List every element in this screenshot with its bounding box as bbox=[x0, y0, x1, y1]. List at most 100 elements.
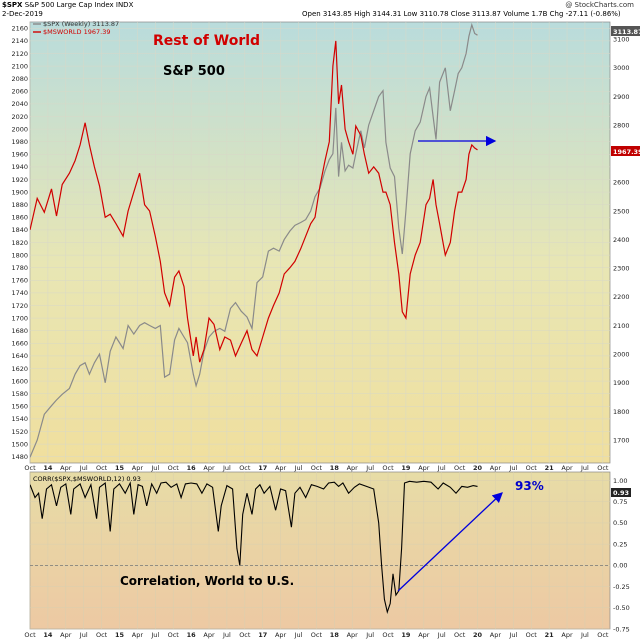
x-tick-label: Apr bbox=[561, 631, 573, 639]
x-tick-label: 17 bbox=[258, 631, 267, 639]
x-tick-label: Apr bbox=[132, 631, 144, 639]
x-tick-label: Jul bbox=[437, 464, 446, 472]
tick-label-corr: 0.25 bbox=[613, 540, 627, 548]
tick-label-msworld: 1480 bbox=[11, 453, 28, 461]
tick-label-spx: 2900 bbox=[613, 93, 630, 101]
x-tick-label: Apr bbox=[275, 464, 287, 472]
tick-label-msworld: 1640 bbox=[11, 352, 28, 360]
tick-label-msworld: 2020 bbox=[11, 113, 28, 121]
msworld-axis-ticks: 1480 1500 1520 1540 1560 1580 1600 1620 1640 1660… bbox=[11, 25, 28, 461]
tick-label-corr: 0.50 bbox=[613, 519, 627, 527]
header-date: 2-Dec-2019 bbox=[2, 10, 43, 18]
tick-label-msworld: 1540 bbox=[11, 415, 28, 423]
svg-text:0.93: 0.93 bbox=[613, 489, 629, 497]
tick-label-msworld: 2120 bbox=[11, 50, 28, 58]
svg-text:1967.39: 1967.39 bbox=[613, 148, 640, 156]
x-tick-label: Oct bbox=[382, 464, 394, 472]
x-tick-label: Oct bbox=[239, 464, 251, 472]
header-symbol-line: $SPX S&P 500 Large Cap Index INDX bbox=[2, 1, 133, 9]
legend-spx: $SPX (Weekly) 3113.87 bbox=[43, 20, 119, 28]
tick-label-spx: 2500 bbox=[613, 207, 630, 215]
corr-gridlines bbox=[29, 472, 610, 630]
legend-corr: CORR($SPX,$MSWORLD,12) 0.93 bbox=[33, 475, 141, 483]
x-tick-label: Jul bbox=[508, 464, 517, 472]
tick-label-msworld: 2080 bbox=[11, 75, 28, 83]
tick-label-spx: 3100 bbox=[613, 35, 630, 43]
tick-label-msworld: 1620 bbox=[11, 365, 28, 373]
x-tick-label: Apr bbox=[203, 464, 215, 472]
x-tick-label: Apr bbox=[418, 464, 430, 472]
x-tick-label: Oct bbox=[454, 631, 466, 639]
annotation-sp500: S&P 500 bbox=[163, 64, 225, 79]
annotation-93-percent: 93% bbox=[515, 479, 544, 493]
tick-label-spx: 3000 bbox=[613, 64, 630, 72]
tick-label-msworld: 1700 bbox=[11, 314, 28, 322]
tick-label-msworld: 1760 bbox=[11, 277, 28, 285]
x-tick-label: 18 bbox=[330, 464, 340, 472]
annotation-correlation: Correlation, World to U.S. bbox=[120, 574, 294, 588]
tick-label-msworld: 1660 bbox=[11, 340, 28, 348]
spx-series-line bbox=[30, 22, 478, 458]
last-value-tag-corr: 0.93 bbox=[611, 488, 631, 497]
tick-label-msworld: 1600 bbox=[11, 377, 28, 385]
tick-label-msworld: 1560 bbox=[11, 403, 28, 411]
x-tick-label: Oct bbox=[526, 464, 538, 472]
tick-label-msworld: 1800 bbox=[11, 251, 28, 259]
tick-label-corr: -0.25 bbox=[613, 583, 630, 591]
x-tick-label: Oct bbox=[24, 631, 36, 639]
x-tick-label: Oct bbox=[96, 464, 108, 472]
spx-axis-ticks: 1700 1800 1900 2000 2100 2200 2300 2400 2500 2600… bbox=[613, 35, 630, 444]
x-tick-label: Jul bbox=[508, 631, 517, 639]
x-tick-label: 15 bbox=[115, 631, 125, 639]
x-tick-label: Jul bbox=[294, 464, 303, 472]
header-ohlc: Open 3143.85 High 3144.31 Low 3110.78 Cl… bbox=[302, 10, 621, 18]
stockcharts-watermark: @ StockCharts.com bbox=[565, 1, 634, 9]
tick-label-spx: 2400 bbox=[613, 236, 630, 244]
tick-label-msworld: 2140 bbox=[11, 37, 28, 45]
x-tick-label: Jul bbox=[580, 464, 589, 472]
x-tick-label: Apr bbox=[418, 631, 430, 639]
symbol: $SPX bbox=[2, 1, 23, 9]
x-tick-label: Apr bbox=[60, 631, 72, 639]
x-tick-label: Oct bbox=[311, 631, 323, 639]
x-tick-label: 14 bbox=[43, 631, 53, 639]
x-tick-label: Apr bbox=[347, 464, 359, 472]
x-tick-label: Oct bbox=[311, 464, 323, 472]
tick-label-msworld: 1780 bbox=[11, 264, 28, 272]
x-tick-label: Apr bbox=[347, 631, 359, 639]
x-tick-label: 19 bbox=[401, 464, 411, 472]
tick-label-corr: 0.75 bbox=[613, 498, 627, 506]
last-value-tag-spx: 3113.87 bbox=[611, 26, 640, 36]
tick-label-msworld: 1820 bbox=[11, 239, 28, 247]
svg-text:3113.87: 3113.87 bbox=[613, 28, 640, 36]
tick-label-spx: 2100 bbox=[613, 322, 630, 330]
corr-x-axis-ticks: Oct 14 Apr Jul Oct 15 Apr Jul Oct 16 Apr Jul Oct 17 Ap… bbox=[24, 631, 609, 639]
tick-label-msworld: 2000 bbox=[11, 125, 28, 133]
tick-label-msworld: 1680 bbox=[11, 327, 28, 335]
x-tick-label: Apr bbox=[561, 464, 573, 472]
tick-label-corr: 1.00 bbox=[613, 477, 627, 485]
tick-label-msworld: 1520 bbox=[11, 428, 28, 436]
x-tick-label: Oct bbox=[597, 631, 609, 639]
tick-label-spx: 2600 bbox=[613, 179, 630, 187]
x-tick-label: Oct bbox=[24, 464, 36, 472]
tick-label-spx: 1900 bbox=[613, 379, 630, 387]
main-gridlines bbox=[29, 22, 610, 463]
tick-label-msworld: 1920 bbox=[11, 176, 28, 184]
x-tick-label: Oct bbox=[239, 631, 251, 639]
x-tick-label: 21 bbox=[545, 631, 555, 639]
corr-series-line bbox=[30, 480, 478, 615]
main-x-axis-ticks: Oct 14 Apr Jul Oct 15 Apr Jul Oct 16 Apr Jul Oct 17 Ap… bbox=[24, 464, 609, 472]
x-tick-label: Oct bbox=[597, 464, 609, 472]
main-legend: $SPX (Weekly) 3113.87 $MSWORLD 1967.39 bbox=[33, 20, 119, 36]
tick-label-msworld: 1980 bbox=[11, 138, 28, 146]
x-tick-label: Oct bbox=[96, 631, 108, 639]
x-tick-label: Oct bbox=[382, 631, 394, 639]
x-tick-label: 20 bbox=[473, 631, 483, 639]
x-tick-label: Jul bbox=[79, 464, 88, 472]
tick-label-msworld: 2040 bbox=[11, 100, 28, 108]
tick-label-msworld: 1720 bbox=[11, 302, 28, 310]
tick-label-spx: 1800 bbox=[613, 408, 630, 416]
last-value-tag-msworld: 1967.39 bbox=[611, 146, 640, 156]
